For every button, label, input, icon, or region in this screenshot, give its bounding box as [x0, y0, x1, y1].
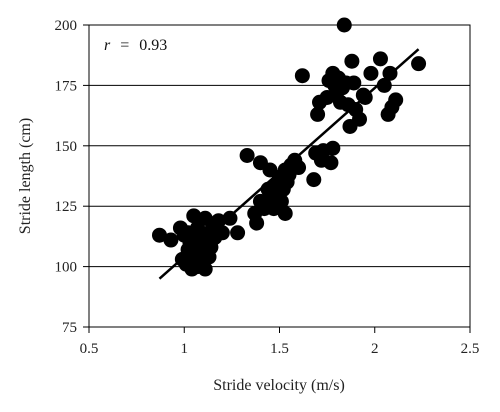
y-tick-label: 75: [62, 320, 77, 336]
y-tick-label: 175: [55, 78, 78, 94]
data-point: [372, 51, 388, 67]
y-axis-ticks: 75 100 125 150 175 200: [55, 18, 89, 336]
data-point: [239, 147, 255, 163]
data-point: [180, 242, 196, 258]
y-axis-label: Stride length (cm): [17, 118, 34, 234]
correlation-equals: =: [120, 37, 129, 54]
x-tick-label: 2: [371, 341, 379, 357]
x-axis-label: Stride velocity (m/s): [213, 377, 345, 394]
data-point: [294, 68, 310, 84]
data-point: [336, 17, 352, 33]
x-tick-label: 1: [181, 341, 189, 357]
x-axis-ticks: 0.5 1 1.5 2 2.5: [80, 327, 480, 357]
y-tick-label: 200: [55, 18, 78, 34]
data-point: [346, 75, 362, 91]
x-tick-label: 0.5: [80, 341, 99, 357]
data-point: [363, 65, 379, 81]
data-point: [306, 172, 322, 188]
data-point: [163, 232, 179, 248]
data-point: [249, 215, 265, 231]
data-point: [230, 225, 246, 241]
data-point: [151, 227, 167, 243]
y-tick-label: 125: [55, 199, 78, 215]
data-point: [197, 261, 213, 277]
data-point: [291, 160, 307, 176]
correlation-value: 0.93: [139, 37, 167, 54]
x-tick-label: 1.5: [270, 341, 289, 357]
data-point: [411, 56, 427, 72]
data-point: [310, 106, 326, 122]
correlation-symbol: r: [104, 37, 111, 54]
data-point: [323, 155, 339, 171]
x-tick-label: 2.5: [461, 341, 480, 357]
trendline: [158, 48, 420, 280]
data-point: [325, 140, 341, 156]
y-tick-label: 100: [55, 260, 78, 276]
data-point: [344, 53, 360, 69]
data-point: [277, 205, 293, 221]
y-tick-label: 150: [55, 139, 78, 155]
data-point: [388, 92, 404, 108]
data-point: [352, 111, 368, 127]
data-point: [186, 208, 202, 224]
data-point: [201, 249, 217, 265]
correlation-annotation: r = 0.93: [104, 37, 167, 54]
data-points: [151, 17, 427, 277]
data-point: [214, 225, 230, 241]
